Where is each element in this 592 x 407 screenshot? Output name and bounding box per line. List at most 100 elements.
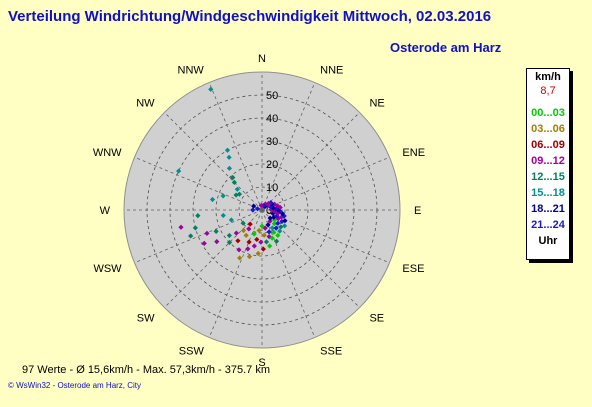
- data-point-37: [258, 239, 264, 245]
- radial-tick-labels: 0 10 20 30 40 50: [266, 90, 278, 217]
- data-point-56: [267, 215, 273, 221]
- data-point-43: [267, 243, 273, 249]
- data-point-35: [256, 227, 262, 234]
- data-point-78: [270, 205, 276, 211]
- direction-label-wnw: WNW: [93, 147, 122, 159]
- data-point-8: [233, 192, 239, 198]
- radial-tick-0: 0: [266, 205, 272, 217]
- grid-spoke: [208, 209, 263, 338]
- radial-tick-5: 50: [266, 90, 278, 102]
- data-point-38: [259, 223, 265, 229]
- rose-grid: [124, 72, 400, 348]
- data-point-19: [214, 239, 220, 245]
- data-point-46: [269, 235, 275, 241]
- data-point-23: [240, 227, 247, 234]
- data-point-66: [278, 214, 285, 220]
- data-point-44: [266, 234, 272, 240]
- direction-labels: N NNE NE ENE E ESE SE SSE S SSW SW WSW W WNW NW NNW: [93, 53, 425, 369]
- data-point-26: [243, 232, 249, 238]
- data-point-16: [204, 230, 210, 236]
- data-point-49: [271, 229, 277, 235]
- direction-label-nne: NNE: [320, 65, 343, 77]
- data-point-17: [213, 228, 219, 234]
- direction-label-nnw: NNW: [178, 65, 205, 77]
- data-point-6: [234, 186, 240, 192]
- data-point-60: [282, 223, 288, 229]
- data-point-68: [281, 213, 287, 219]
- data-point-42: [262, 225, 268, 231]
- data-point-41: [263, 239, 270, 245]
- grid-spoke: [261, 209, 316, 338]
- grid-spoke: [134, 156, 263, 211]
- data-point-12: [195, 213, 201, 219]
- data-point-48: [273, 238, 280, 244]
- direction-label-s: S: [258, 357, 265, 369]
- legend-band-7: 21...24: [531, 219, 565, 231]
- data-point-74: [275, 207, 281, 213]
- data-point-81: [271, 201, 278, 207]
- data-point-57: [278, 224, 284, 230]
- data-point-5: [231, 179, 237, 185]
- data-point-11: [209, 196, 216, 203]
- data-point-58: [275, 220, 281, 226]
- legend-band-1: 03...06: [531, 123, 565, 135]
- credit-line: © WsWin32 - Osterode am Harz, City: [8, 381, 142, 390]
- data-point-4: [230, 174, 236, 181]
- data-point-22: [226, 239, 233, 246]
- grid-spoke: [164, 209, 263, 308]
- data-point-96: [247, 221, 253, 227]
- data-point-90: [251, 203, 257, 209]
- legend-unit: km/h: [535, 71, 561, 83]
- grid-spoke: [261, 112, 360, 211]
- data-point-93: [220, 212, 226, 219]
- grid-spoke: [261, 82, 316, 211]
- grid-ring: [215, 163, 309, 257]
- data-point-20: [226, 232, 232, 239]
- grid-ring: [238, 186, 286, 234]
- data-point-89: [258, 202, 264, 209]
- data-point-21: [233, 230, 239, 236]
- data-point-34: [254, 236, 260, 243]
- legend-band-3: 09...12: [531, 155, 565, 167]
- data-point-80: [268, 204, 274, 210]
- legend-band-5: 15...18: [531, 187, 565, 199]
- data-point-50: [269, 225, 275, 231]
- grid-spoke: [261, 209, 360, 308]
- data-point-0: [208, 86, 214, 92]
- data-point-25: [246, 226, 252, 232]
- data-point-9: [176, 168, 182, 174]
- summary-stats: 97 Werte - Ø 15,6km/h - Max. 57,3km/h - …: [22, 364, 270, 376]
- data-point-2: [226, 154, 232, 160]
- legend-band-2: 06...09: [531, 139, 565, 151]
- legend-band-6: 18...21: [531, 203, 565, 215]
- grid-spoke: [261, 209, 390, 264]
- data-point-64: [282, 218, 288, 224]
- data-point-95: [240, 220, 246, 226]
- direction-label-sse: SSE: [320, 345, 342, 357]
- data-point-32: [246, 254, 253, 260]
- legend-bands: 00...03 03...06 06...09 09...12 12...15 15...…: [527, 105, 569, 233]
- data-point-54: [277, 228, 283, 234]
- data-point-3: [226, 165, 233, 171]
- data-point-91: [254, 206, 261, 212]
- data-point-87: [262, 201, 269, 207]
- data-point-13: [178, 224, 184, 230]
- direction-label-ese: ESE: [402, 263, 424, 275]
- data-point-77: [277, 204, 283, 211]
- data-point-45: [266, 229, 272, 235]
- data-point-14: [192, 225, 198, 231]
- data-point-28: [237, 255, 243, 261]
- data-point-53: [273, 225, 279, 231]
- data-point-39: [260, 246, 266, 252]
- data-point-33: [251, 243, 257, 249]
- data-point-40: [261, 232, 267, 238]
- direction-label-w: W: [100, 205, 111, 217]
- data-point-24: [235, 238, 241, 244]
- direction-label-nw: NW: [136, 98, 155, 110]
- data-point-36: [255, 250, 261, 257]
- data-point-72: [277, 209, 283, 215]
- data-point-15: [188, 233, 194, 239]
- station-name: Osterode am Harz: [390, 40, 502, 55]
- radial-tick-2: 20: [266, 159, 278, 171]
